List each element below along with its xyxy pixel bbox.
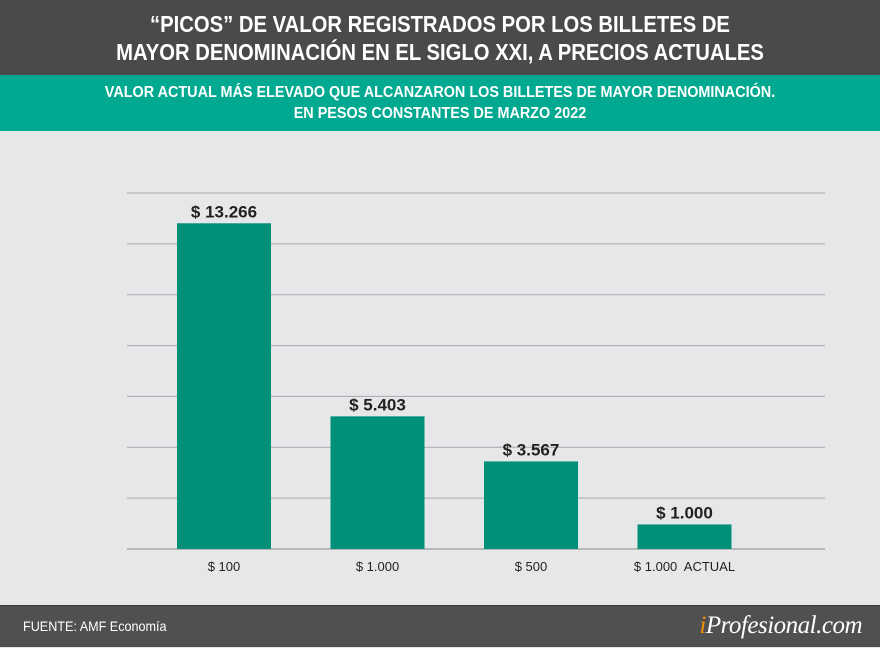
bar [330,416,425,549]
bar [177,223,271,550]
x-tick-label: $ 500 [515,559,548,574]
bar [484,461,578,549]
title-line-1: “PICOS” DE VALOR REGISTRADOS POR LOS BIL… [150,10,730,37]
bar [637,524,732,549]
footer: FUENTE: AMF Economía iProfesional.com [0,605,880,647]
iprofesional-logo: iProfesional.com [699,612,862,639]
chart-subtitle: VALOR ACTUAL MÁS ELEVADO QUE ALCANZARON … [0,75,880,131]
chart-title: “PICOS” DE VALOR REGISTRADOS POR LOS BIL… [0,0,880,75]
data-label: $ 13.266 [191,202,257,221]
title-line-2: MAYOR DENOMINACIÓN EN EL SIGLO XXI, A PR… [116,38,764,65]
data-label: $ 1.000 [656,503,713,522]
bar-chart: $ 13.266 $ 100 $ 5.403 $ 1.000 $ 3.567 $ 500 $… [127,192,825,574]
data-label: $ 3.567 [503,440,560,459]
x-tick-label: $ 1.000 ACTUAL [634,559,735,574]
data-label: $ 5.403 [349,395,406,414]
x-tick-label: $ 1.000 [356,559,399,574]
source-text: FUENTE: AMF Economía [23,618,167,634]
subtitle-line-2: EN PESOS CONSTANTES DE MARZO 2022 [293,105,587,122]
subtitle-line-1: VALOR ACTUAL MÁS ELEVADO QUE ALCANZARON … [104,84,776,101]
x-tick-label: $ 100 [208,559,241,574]
